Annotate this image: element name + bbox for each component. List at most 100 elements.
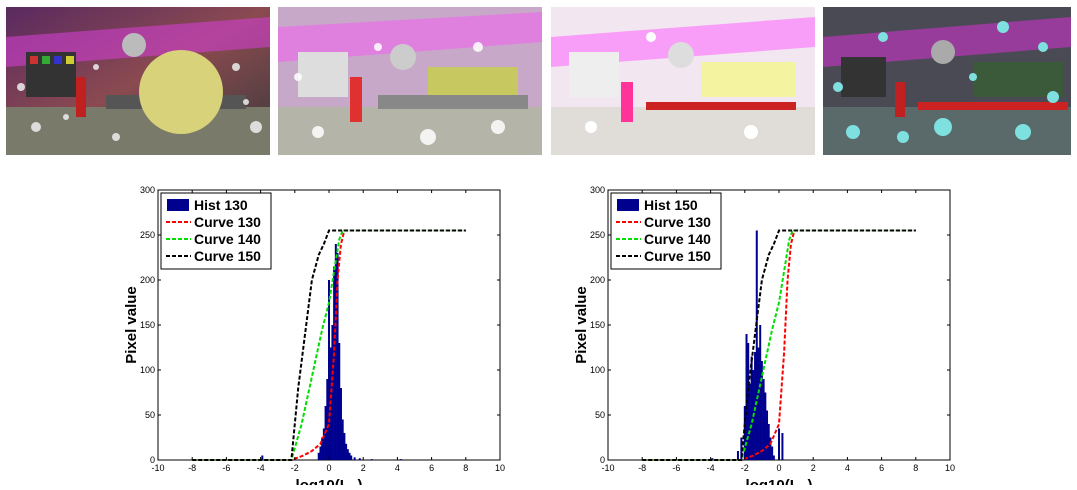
histogram-bar	[350, 455, 353, 460]
curve-line-3	[642, 229, 916, 461]
x-axis-label: log10(Lw)	[746, 477, 813, 485]
scene-image-1	[6, 7, 270, 155]
histogram-bar	[338, 343, 341, 460]
x-tick-label: 6	[429, 463, 434, 473]
histogram-bar	[370, 459, 373, 460]
histogram-bar	[711, 458, 714, 460]
curve-line-3	[192, 229, 466, 461]
histogram-bar	[319, 446, 322, 460]
histogram-bar	[754, 352, 757, 460]
legend-label: Curve 150	[194, 248, 261, 264]
histogram-bar	[764, 392, 767, 460]
histogram-bar	[772, 455, 775, 460]
x-tick-label: 2	[361, 463, 366, 473]
x-tick-label: -4	[257, 463, 265, 473]
y-tick-label: 50	[595, 410, 605, 420]
histogram-bar	[345, 443, 348, 460]
y-tick-label: 300	[140, 185, 155, 195]
histogram-bar	[760, 361, 763, 460]
x-tick-label: -2	[741, 463, 749, 473]
x-tick-label: 2	[811, 463, 816, 473]
legend-label: Hist 150	[644, 197, 698, 213]
histogram-curve-chart-1: -10-8-6-4-20246810050100150200250300log1…	[123, 185, 505, 490]
histogram-bar	[317, 452, 320, 460]
histogram-bar	[755, 230, 758, 460]
y-tick-label: 250	[590, 230, 605, 240]
y-axis-label: Pixel value	[573, 286, 590, 364]
legend-label: Curve 130	[194, 214, 261, 230]
x-tick-label: -6	[672, 463, 680, 473]
histogram-bar	[748, 383, 751, 460]
histogram-bar	[322, 428, 325, 460]
histogram-bar	[343, 433, 346, 460]
x-tick-label: 0	[326, 463, 331, 473]
histogram-bar	[326, 379, 329, 460]
legend-label: Curve 150	[644, 248, 711, 264]
x-axis-label: log10(Lw)	[296, 477, 363, 485]
y-tick-label: 0	[600, 455, 605, 465]
histogram-bar	[333, 266, 336, 460]
x-tick-label: -2	[291, 463, 299, 473]
histogram-bar	[341, 419, 344, 460]
y-tick-label: 150	[140, 320, 155, 330]
y-tick-label: 250	[140, 230, 155, 240]
histogram-bar	[781, 433, 784, 460]
histogram-bar	[331, 325, 334, 460]
x-tick-label: 6	[879, 463, 884, 473]
histogram-bar	[328, 280, 330, 460]
scene-image-4	[823, 7, 1077, 155]
x-tick-label: -10	[151, 463, 164, 473]
chart-1: -10-8-6-4-20246810050100150200250300log1…	[122, 180, 512, 490]
histogram-bar	[358, 458, 361, 460]
histogram-bar	[353, 457, 356, 460]
histogram-bar	[747, 343, 750, 460]
x-tick-label: 4	[395, 463, 400, 473]
legend-label: Hist 130	[194, 197, 248, 213]
histogram-bar	[778, 428, 780, 460]
y-tick-label: 200	[140, 275, 155, 285]
legend-swatch-hist	[617, 199, 639, 211]
histogram-curve-chart-2: -10-8-6-4-20246810050100150200250300log1…	[573, 185, 955, 490]
histogram-bar	[346, 449, 349, 460]
y-tick-label: 0	[150, 455, 155, 465]
legend-label: Curve 140	[644, 231, 711, 247]
y-axis-label: Pixel value	[123, 286, 140, 364]
legend-label: Curve 140	[194, 231, 261, 247]
x-tick-label: -10	[601, 463, 614, 473]
histogram-bar	[750, 356, 753, 460]
histogram-bar	[769, 437, 772, 460]
histogram-bar	[261, 455, 264, 460]
histogram-bar	[321, 437, 324, 460]
histogram-bar	[767, 424, 770, 460]
histogram-bar	[736, 451, 739, 460]
x-tick-label: -8	[638, 463, 646, 473]
histogram-bar	[757, 347, 760, 460]
x-tick-label: -6	[222, 463, 230, 473]
histogram-bar	[336, 253, 339, 460]
x-tick-label: 8	[913, 463, 918, 473]
chart-2: -10-8-6-4-20246810050100150200250300log1…	[572, 180, 962, 490]
y-tick-label: 50	[145, 410, 155, 420]
scene-image-2	[278, 7, 542, 155]
x-tick-label: 10	[945, 463, 955, 473]
histogram-bar	[771, 446, 774, 460]
x-tick-label: 4	[845, 463, 850, 473]
histogram-bar	[740, 437, 743, 460]
histogram-bar	[762, 379, 765, 460]
histogram-bar	[348, 452, 351, 460]
y-tick-label: 150	[590, 320, 605, 330]
scene-image-3	[551, 7, 815, 155]
legend-swatch-hist	[167, 199, 189, 211]
histogram-bar	[766, 410, 769, 460]
histogram-bar	[399, 459, 402, 460]
histogram-bar	[759, 325, 762, 460]
y-tick-label: 100	[590, 365, 605, 375]
histogram-bar	[339, 388, 342, 460]
x-tick-label: 8	[463, 463, 468, 473]
x-tick-label: -4	[707, 463, 715, 473]
x-tick-label: 0	[776, 463, 781, 473]
x-tick-label: -8	[188, 463, 196, 473]
x-tick-label: 10	[495, 463, 505, 473]
y-tick-label: 200	[590, 275, 605, 285]
y-tick-label: 100	[140, 365, 155, 375]
